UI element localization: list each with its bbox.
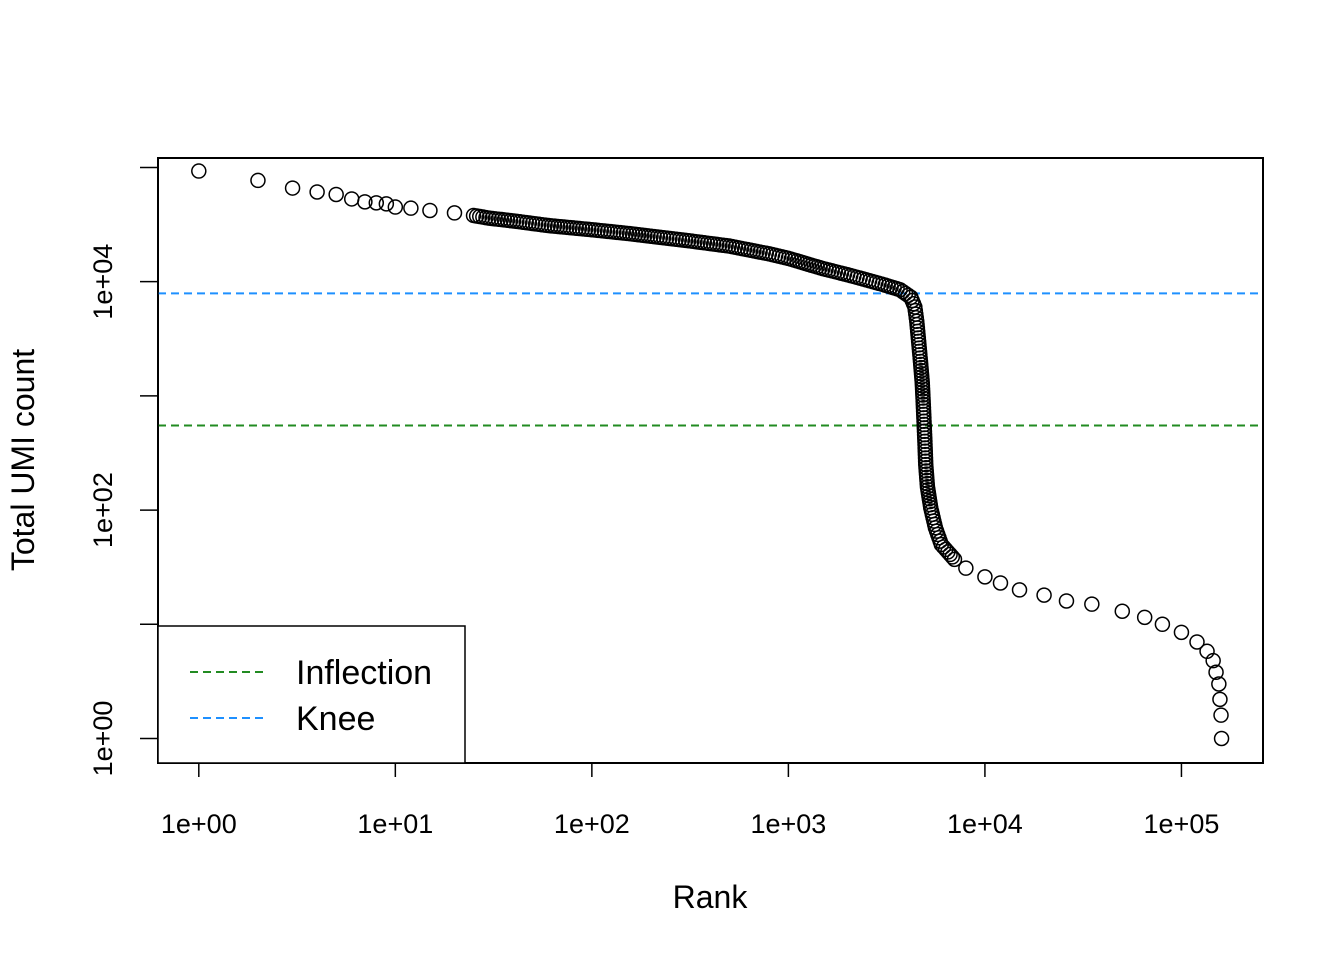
- data-point: [958, 560, 974, 576]
- data-points: [191, 163, 1230, 747]
- data-point: [387, 199, 404, 215]
- data-point: [992, 575, 1009, 591]
- y-tick-label: 1e+02: [88, 472, 118, 548]
- data-point: [422, 202, 438, 219]
- x-axis-title: Rank: [673, 879, 749, 915]
- legend-label: Knee: [296, 700, 375, 738]
- data-point: [977, 569, 993, 585]
- x-tick-label: 1e+05: [1144, 809, 1220, 839]
- data-point: [1136, 609, 1153, 626]
- data-point: [1189, 634, 1205, 650]
- y-tick-label: 1e+04: [88, 244, 118, 320]
- y-axis: 1e+00 1e+02 1e+04: [88, 166, 159, 777]
- data-point: [1208, 664, 1224, 681]
- data-point: [357, 194, 373, 210]
- data-point: [1211, 676, 1227, 692]
- x-tick-label: 1e+04: [947, 809, 1023, 839]
- x-tick-label: 1e+00: [161, 809, 237, 839]
- data-point: [946, 551, 963, 568]
- data-point: [900, 287, 916, 304]
- data-point: [250, 172, 266, 189]
- data-point: [1213, 707, 1229, 723]
- reference-lines: [158, 292, 1263, 427]
- data-point: [1058, 593, 1075, 609]
- legend-entries: Inflection Knee: [190, 654, 432, 738]
- data-point: [1036, 587, 1052, 603]
- data-point: [1213, 730, 1230, 747]
- legend-label: Inflection: [296, 654, 432, 692]
- data-point: [403, 200, 419, 216]
- legend-box: [157, 625, 466, 764]
- data-point: [1011, 582, 1028, 598]
- legend: Inflection Knee: [157, 625, 466, 764]
- data-point: [1154, 616, 1171, 633]
- data-point: [1212, 691, 1228, 708]
- y-axis-title: Total UMI count: [5, 349, 41, 571]
- data-point: [328, 186, 344, 203]
- x-axis: 1e+00 1e+01 1e+02 1e+03 1e+04 1e+05: [161, 762, 1220, 839]
- data-point: [942, 546, 958, 563]
- data-point: [284, 180, 301, 196]
- x-tick-label: 1e+01: [357, 809, 433, 839]
- x-tick-label: 1e+02: [554, 809, 630, 839]
- data-point: [343, 191, 360, 207]
- data-point: [944, 549, 961, 565]
- y-tick-label: 1e+00: [88, 701, 118, 777]
- data-point: [1205, 652, 1221, 669]
- data-point: [1114, 603, 1131, 620]
- data-point: [378, 196, 395, 212]
- data-point: [309, 184, 325, 200]
- data-point: [446, 205, 463, 221]
- x-tick-label: 1e+03: [750, 809, 826, 839]
- data-point: [368, 195, 385, 211]
- data-point: [1173, 624, 1190, 641]
- data-point: [1084, 596, 1100, 612]
- data-point: [191, 163, 207, 179]
